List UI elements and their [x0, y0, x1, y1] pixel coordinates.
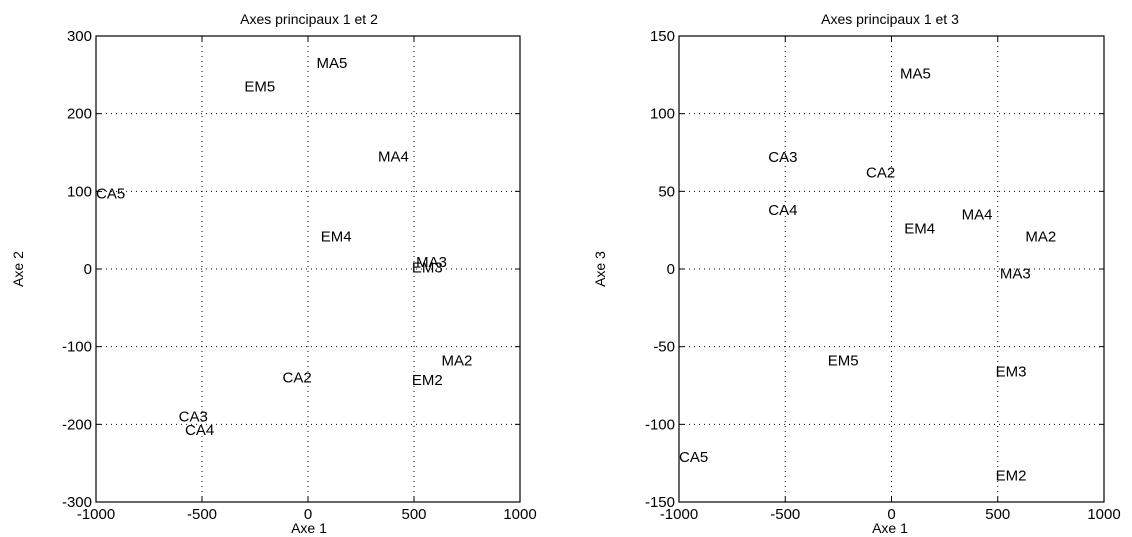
- y-tick-label: -100: [62, 339, 92, 356]
- y-tick-label: -300: [62, 494, 92, 511]
- y-tick-label: 100: [67, 183, 92, 200]
- x-tick-label: 1000: [1087, 506, 1120, 523]
- y-tick-label: 0: [667, 261, 675, 278]
- data-point-label: CA5: [679, 449, 708, 466]
- x-tick-label: -1000: [77, 506, 115, 523]
- data-point-label: MA4: [962, 207, 993, 224]
- y-tick-label: 300: [67, 28, 92, 45]
- data-point-label: CA2: [283, 370, 312, 387]
- x-tick-label: 500: [401, 506, 426, 523]
- y-tick-label: -200: [62, 416, 92, 433]
- x-axis-label: Axe 1: [291, 520, 327, 536]
- plot-axes-1-3: Axes principaux 1 et 3 Axe 1 Axe 3 -1000…: [592, 11, 1121, 536]
- x-tick-label: -500: [770, 506, 800, 523]
- y-tick-label: -100: [645, 416, 675, 433]
- x-tick-label: 0: [887, 506, 895, 523]
- plot-title: Axes principaux 1 et 2: [240, 11, 378, 27]
- y-axis-label: Axe 2: [10, 251, 26, 287]
- y-tick-label: 200: [67, 106, 92, 123]
- data-point-label: CA5: [96, 186, 125, 203]
- data-point-label: MA5: [316, 55, 347, 72]
- x-tick-label: -1000: [660, 506, 698, 523]
- x-tick-label: 500: [985, 506, 1010, 523]
- x-tick-label: 1000: [503, 506, 536, 523]
- y-tick-label: 100: [650, 106, 675, 123]
- x-tick-label: 0: [304, 506, 312, 523]
- data-point-label: MA4: [378, 148, 409, 165]
- y-tick-label: 50: [658, 183, 675, 200]
- data-point-label: CA2: [866, 165, 895, 182]
- data-point-label: EM3: [996, 364, 1027, 381]
- y-tick-label: -50: [653, 339, 675, 356]
- data-point-label: EM3: [412, 259, 443, 276]
- y-tick-label: 0: [84, 261, 92, 278]
- data-point-label: MA2: [1025, 228, 1056, 245]
- plot-area: [679, 36, 1104, 502]
- data-point-label: CA3: [768, 149, 797, 166]
- y-tick-label: -150: [645, 494, 675, 511]
- data-point-label: CA3: [179, 409, 208, 426]
- data-point-label: CA4: [185, 422, 214, 439]
- data-point-label: EM2: [996, 468, 1027, 485]
- data-point-label: EM4: [321, 228, 352, 245]
- x-axis-label: Axe 1: [872, 520, 908, 536]
- y-tick-label: 150: [650, 28, 675, 45]
- data-point-label: CA4: [768, 202, 797, 219]
- data-point-label: MA5: [900, 65, 931, 82]
- plot-axes-1-2: Axes principaux 1 et 2 Axe 1 Axe 2 -1000…: [10, 11, 537, 536]
- plot-title: Axes principaux 1 et 3: [821, 11, 959, 27]
- data-point-label: EM5: [828, 353, 859, 370]
- data-point-label: EM2: [412, 372, 443, 389]
- data-point-label: MA2: [442, 353, 473, 370]
- data-point-label: EM4: [904, 221, 935, 238]
- data-point-label: EM5: [244, 78, 275, 95]
- data-point-label: MA3: [416, 254, 447, 271]
- y-axis-label: Axe 3: [592, 251, 608, 287]
- data-point-label: MA3: [1000, 266, 1031, 283]
- x-tick-label: -500: [187, 506, 217, 523]
